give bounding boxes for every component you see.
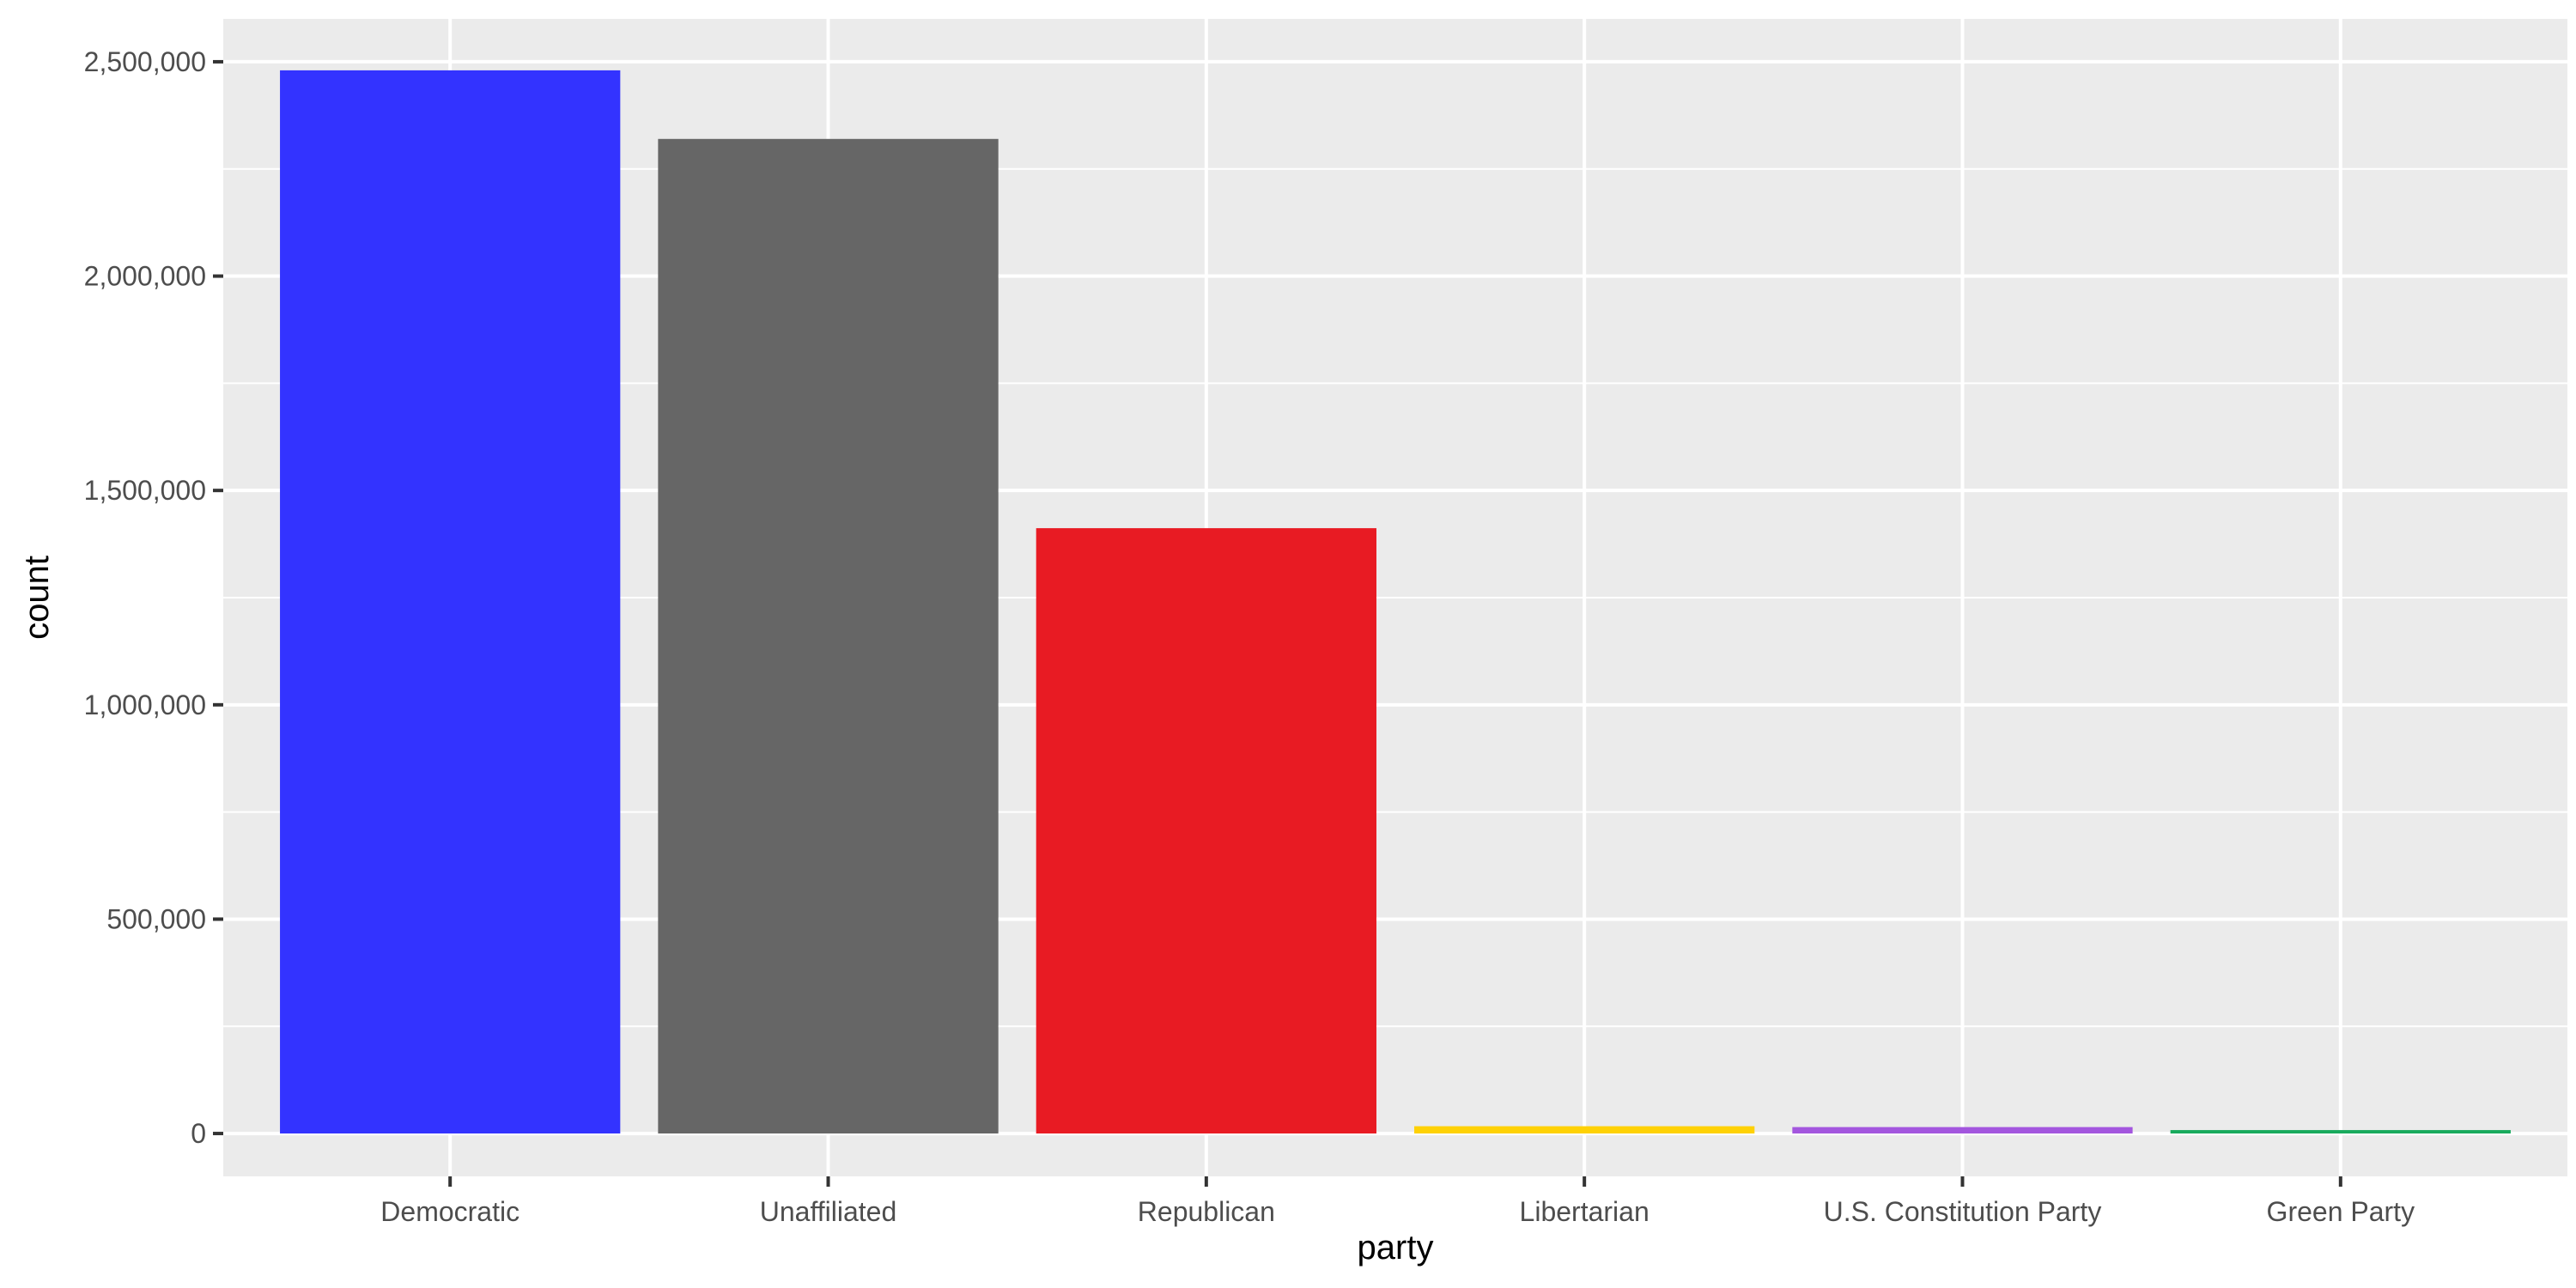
y-axis-title: count	[18, 556, 56, 640]
bar	[280, 70, 621, 1134]
bar	[1036, 528, 1376, 1134]
y-tick-label: 500,000	[106, 903, 206, 934]
y-tick-label: 0	[191, 1118, 206, 1149]
x-axis-title: party	[1358, 1229, 1434, 1267]
x-tick-label: Republican	[1138, 1196, 1275, 1227]
bar	[658, 138, 999, 1134]
y-tick-label: 1,500,000	[84, 475, 206, 506]
x-tick-label: Unaffiliated	[760, 1196, 897, 1227]
x-tick-label: Green Party	[2267, 1196, 2415, 1227]
x-axis: Democratic Unaffiliated Republican Libertar…	[380, 1176, 2415, 1227]
y-tick-label: 2,500,000	[84, 46, 206, 77]
bars	[280, 70, 2511, 1134]
x-tick-label: U.S. Constitution Party	[1824, 1196, 2102, 1227]
x-tick-label: Democratic	[380, 1196, 519, 1227]
bar	[1792, 1127, 2133, 1134]
y-tick-label: 1,000,000	[84, 690, 206, 720]
y-tick-label: 2,000,000	[84, 261, 206, 292]
y-axis: 0 500,000 1,000,000 1,500,000 2,000,000 2,500…	[84, 46, 223, 1149]
bar	[1414, 1126, 1755, 1134]
bar	[2170, 1130, 2511, 1134]
x-tick-label: Libertarian	[1520, 1196, 1649, 1227]
